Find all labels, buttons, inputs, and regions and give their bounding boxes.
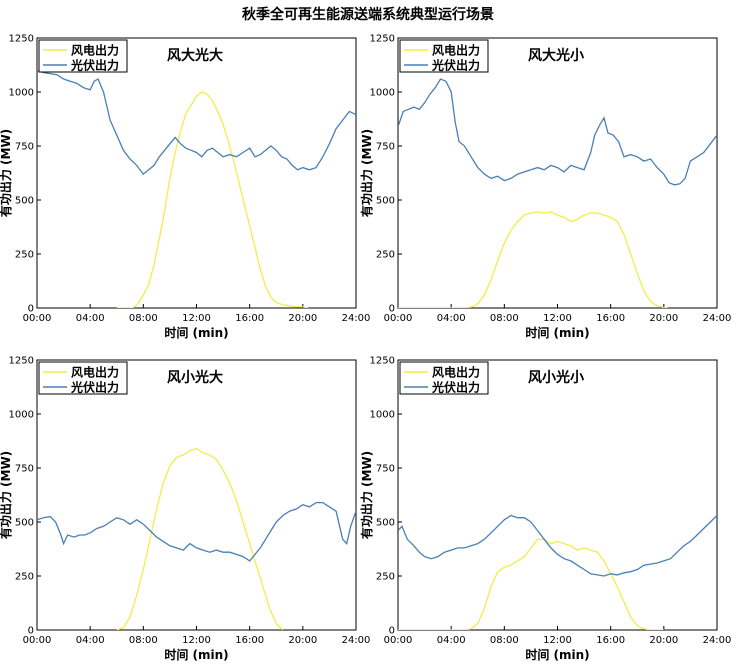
y-tick-label: 0 <box>28 304 34 315</box>
plot-area <box>36 359 357 631</box>
series-line-pv <box>398 514 717 577</box>
series-line-wind <box>398 211 668 308</box>
y-tick-label: 750 <box>15 464 34 475</box>
plot-area <box>397 37 718 309</box>
legend-label: 光伏出力 <box>431 58 480 73</box>
x-tick-label: 24:00 <box>703 313 732 324</box>
x-tick-label: 24:00 <box>342 635 371 646</box>
legend-box <box>38 39 128 73</box>
series-line-pv <box>37 69 356 176</box>
series-line-wind <box>116 447 284 630</box>
chart-panel-wind-small-pv-large: 0 250 500 750 1000 1250 00:00 04:00 08:00 12:00 16… <box>0 356 370 663</box>
x-tick-label: 24:00 <box>342 313 371 324</box>
x-axis-label: 时间 (min) <box>525 325 589 340</box>
legend-box <box>399 361 489 395</box>
x-tick-label: 16:00 <box>596 313 625 324</box>
series-line-wind <box>116 91 309 308</box>
x-tick-label: 04:00 <box>76 635 105 646</box>
chart-panel-wind-large-pv-large: 0 250 500 750 1000 1250 00:00 04:00 08:00 12:00 16… <box>0 34 370 341</box>
panel-title: 风大光小 <box>528 47 584 64</box>
x-tick-label: 08:00 <box>490 635 519 646</box>
y-tick-label: 1000 <box>370 88 395 99</box>
y-tick-label: 750 <box>376 464 395 475</box>
x-axis-label: 时间 (min) <box>525 647 589 662</box>
y-tick-label: 250 <box>376 250 395 261</box>
legend-label: 风电出力 <box>71 43 119 58</box>
x-tick-label: 16:00 <box>235 635 264 646</box>
y-tick-label: 1000 <box>9 410 34 421</box>
x-tick-label: 12:00 <box>182 635 211 646</box>
y-axis-label: 有功出力 (MW) <box>0 129 13 217</box>
x-tick-label: 00:00 <box>23 635 52 646</box>
x-tick-label: 04:00 <box>437 635 466 646</box>
legend-label: 风电出力 <box>432 43 480 58</box>
series-line-wind <box>398 538 664 630</box>
x-tick-label: 12:00 <box>543 635 572 646</box>
x-tick-label: 08:00 <box>490 313 519 324</box>
x-tick-label: 20:00 <box>649 313 678 324</box>
legend-label: 光伏出力 <box>431 380 480 395</box>
y-tick-label: 500 <box>15 196 34 207</box>
legend-label: 光伏出力 <box>70 58 119 73</box>
y-tick-label: 250 <box>15 572 34 583</box>
y-tick-label: 1000 <box>9 88 34 99</box>
y-tick-label: 1250 <box>9 356 34 367</box>
x-axis-label: 时间 (min) <box>164 647 228 662</box>
x-tick-label: 00:00 <box>23 313 52 324</box>
x-tick-label: 08:00 <box>129 313 158 324</box>
y-axis-label: 有功出力 (MW) <box>0 451 13 539</box>
y-tick-label: 1000 <box>370 410 395 421</box>
x-tick-label: 00:00 <box>384 635 413 646</box>
x-tick-label: 04:00 <box>76 313 105 324</box>
x-tick-label: 16:00 <box>596 635 625 646</box>
x-tick-label: 08:00 <box>129 635 158 646</box>
y-tick-label: 500 <box>376 518 395 529</box>
x-tick-label: 04:00 <box>437 313 466 324</box>
legend-box <box>38 361 128 395</box>
y-tick-label: 250 <box>376 572 395 583</box>
y-tick-label: 750 <box>15 142 34 153</box>
y-tick-label: 500 <box>376 196 395 207</box>
legend-label: 光伏出力 <box>70 380 119 395</box>
x-tick-label: 20:00 <box>649 635 678 646</box>
x-axis-label: 时间 (min) <box>164 325 228 340</box>
x-tick-label: 12:00 <box>182 313 211 324</box>
y-tick-label: 0 <box>28 626 34 637</box>
chart-panel-wind-large-pv-small: 0 250 500 750 1000 1250 00:00 04:00 08:00 12:00 16… <box>359 34 731 341</box>
x-tick-label: 16:00 <box>235 313 264 324</box>
y-axis-label: 有功出力 (MW) <box>359 451 374 539</box>
x-tick-label: 20:00 <box>288 635 317 646</box>
x-tick-label: 00:00 <box>384 313 413 324</box>
legend-label: 风电出力 <box>432 365 480 380</box>
legend-label: 风电出力 <box>71 365 119 380</box>
series-line-pv <box>37 501 356 562</box>
y-tick-label: 1250 <box>370 34 395 45</box>
y-tick-label: 500 <box>15 518 34 529</box>
y-tick-label: 1250 <box>370 356 395 367</box>
y-tick-label: 0 <box>389 626 395 637</box>
x-tick-label: 12:00 <box>543 313 572 324</box>
series-line-pv <box>398 78 717 186</box>
panel-title: 风小光小 <box>528 369 584 386</box>
y-tick-label: 750 <box>376 142 395 153</box>
legend-box <box>399 39 489 73</box>
y-tick-label: 250 <box>15 250 34 261</box>
y-tick-label: 0 <box>389 304 395 315</box>
plot-area <box>36 37 357 309</box>
panel-title: 风大光大 <box>167 47 223 64</box>
y-tick-label: 1250 <box>9 34 34 45</box>
plot-area <box>397 359 718 631</box>
panel-title: 风小光大 <box>167 369 223 386</box>
x-tick-label: 20:00 <box>288 313 317 324</box>
figure-title: 秋季全可再生能源送端系统典型运行场景 <box>242 7 494 23</box>
chart-panel-wind-small-pv-small: 0 250 500 750 1000 1250 00:00 04:00 08:00 12:00 16… <box>359 356 731 663</box>
y-axis-label: 有功出力 (MW) <box>359 129 374 217</box>
x-tick-label: 24:00 <box>703 635 732 646</box>
